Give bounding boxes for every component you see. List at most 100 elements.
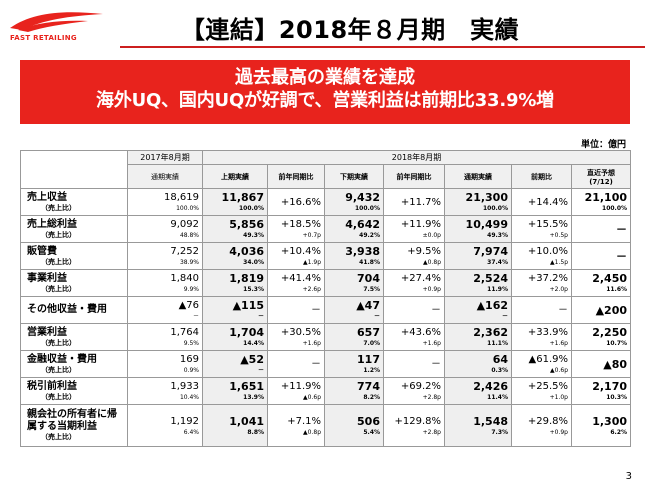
cell-fc: 2,450 11.6% (570, 269, 632, 297)
cell-ratio: 8.2% (363, 394, 380, 401)
cell-value: 2,450 (592, 272, 628, 285)
cell-value: 1,548 (473, 414, 508, 428)
header-h1-yoy: 前年同期比 (267, 164, 325, 189)
cell-value: +37.2% (527, 273, 568, 284)
cell-h2: 117 1.2% (324, 350, 384, 378)
cell-value: +43.6% (400, 327, 441, 338)
cell-prev: 18,619 100.0% (127, 188, 203, 216)
cell-value: 1,840 (170, 273, 199, 284)
cell-h1: 5,856 49.3% (202, 215, 268, 243)
cell-prev: 169 0.9% (127, 350, 203, 378)
cell-value: +41.4% (280, 273, 321, 284)
cell-ratio: 1.2% (363, 367, 380, 374)
cell-ratio: 10.4% (179, 394, 199, 401)
cell-fy: 2,362 11.1% (444, 323, 512, 351)
cell-value: 10,499 (465, 218, 508, 231)
cell-h2-yoy: +27.4% +0.9p (383, 269, 445, 297)
cell-h1-yoy: +41.4% +2.6p (267, 269, 325, 297)
cell-h2-yoy: － (383, 296, 445, 324)
cell-ratio: +2.6p (302, 286, 321, 293)
cell-ratio: 49.2% (359, 232, 380, 239)
row-label-text: 事業利益 (27, 272, 67, 284)
cell-ratio: 11.4% (487, 394, 508, 401)
cell-ratio: 11.6% (606, 286, 628, 293)
cell-ratio: － (373, 313, 380, 320)
cell-fy: 21,300 100.0% (444, 188, 512, 216)
cell-h2-yoy: +11.7% (383, 188, 445, 216)
cell-value: 2,362 (473, 326, 508, 339)
cell-value: － (311, 304, 321, 316)
cell-ratio: － (257, 313, 264, 320)
cell-ratio: +2.8p (422, 394, 441, 401)
cell-value: ▲47 (356, 299, 380, 312)
cell-h2-yoy: +9.5% ▲0.8p (383, 242, 445, 270)
cell-value: 1,651 (229, 380, 264, 393)
cell-value: +14.4% (527, 196, 568, 208)
cell-value: ▲52 (240, 353, 264, 366)
row-label-ratio: （売上比） (41, 284, 76, 293)
cell-h1: ▲115 － (202, 296, 268, 324)
table-body: 売上収益 （売上比） 18,619 100.0% 11,867 100.0% +16.6% 9… (20, 188, 632, 447)
header-forecast-label: 直近予想 (587, 168, 615, 177)
cell-value: 1,819 (229, 272, 264, 285)
header-forecast: 直近予想 (7/12) (570, 164, 632, 189)
row-label-ratio: （売上比） (41, 433, 76, 441)
row-label-ratio: （売上比） (41, 392, 76, 401)
cell-ratio: 100.0% (355, 205, 380, 212)
cell-h2-yoy: +43.6% +1.6p (383, 323, 445, 351)
table-row: 事業利益 （売上比） 1,840 9.9% 1,819 15.3% +41.4% +2.6p 7… (20, 269, 632, 297)
cell-ratio: 34.0% (243, 259, 264, 266)
cell-ratio: 7.0% (363, 340, 380, 347)
cell-h2: 774 8.2% (324, 377, 384, 405)
cell-value: 11,867 (221, 191, 264, 204)
cell-h1-yoy: +16.6% (267, 188, 325, 216)
cell-ratio: ▲0.8p (303, 428, 321, 436)
cell-h1: 4,036 34.0% (202, 242, 268, 270)
cell-value: － (616, 222, 628, 236)
cell-ratio: ▲0.6p (303, 394, 321, 401)
header-forecast-date: (7/12) (589, 177, 613, 186)
cell-value: +10.4% (280, 246, 321, 257)
cell-fy: 2,524 11.9% (444, 269, 512, 297)
cell-value: 21,100 (584, 191, 628, 204)
cell-value: ▲61.9% (528, 354, 568, 365)
cell-value: 117 (357, 353, 380, 366)
cell-ratio: 7.3% (491, 428, 508, 436)
cell-h2-yoy: +69.2% +2.8p (383, 377, 445, 405)
cell-value: 7,252 (170, 246, 199, 257)
title-divider (120, 46, 645, 48)
cell-fy-yoy: +14.4% (511, 188, 572, 216)
cell-h1-yoy: +18.5% +0.7p (267, 215, 325, 243)
page-title: 【連結】2018年８月期 実績 (180, 16, 520, 44)
cell-ratio: 15.3% (243, 286, 264, 293)
cell-value: 1,764 (170, 327, 199, 338)
cell-h1-yoy: +7.1% ▲0.8p (267, 404, 325, 447)
cell-ratio: 7.5% (363, 286, 380, 293)
cell-value: 5,856 (229, 218, 264, 231)
cell-ratio: 100.0% (483, 205, 508, 212)
row-label: 事業利益 （売上比） (20, 269, 128, 297)
row-label: 親会社の所有者に帰属する当期利益 （売上比） (20, 404, 128, 447)
cell-value: +7.1% (287, 415, 321, 427)
unit-label: 単位：億円 (580, 140, 626, 150)
table-row: その他収益・費用 ▲76 － ▲115 －－ ▲47 －－ ▲162 －－ ▲200 (20, 296, 632, 324)
row-label-ratio: （売上比） (41, 203, 76, 212)
cell-value: +18.5% (280, 219, 321, 230)
cell-fy-yoy: ▲61.9% ▲0.6p (511, 350, 572, 378)
cell-h2-yoy: － (383, 350, 445, 378)
cell-ratio: +2.0p (549, 286, 568, 293)
cell-value: +15.5% (527, 219, 568, 230)
cell-fc: － (570, 215, 632, 243)
cell-ratio: +0.9p (422, 286, 441, 293)
cell-ratio: 9.5% (183, 340, 199, 347)
cell-fy: ▲162 － (444, 296, 512, 324)
cell-ratio: +1.0p (549, 394, 568, 401)
header-full-year: 通期実績 (444, 164, 512, 189)
cell-ratio: 41.8% (359, 259, 380, 266)
row-label: 税引前利益 （売上比） (20, 377, 128, 405)
cell-prev: ▲76 － (127, 296, 203, 324)
cell-value: +33.9% (527, 327, 568, 338)
cell-fc: 2,250 10.7% (570, 323, 632, 351)
fast-retailing-logo: FAST RETAILING (8, 8, 118, 46)
cell-ratio: 37.4% (487, 259, 508, 266)
